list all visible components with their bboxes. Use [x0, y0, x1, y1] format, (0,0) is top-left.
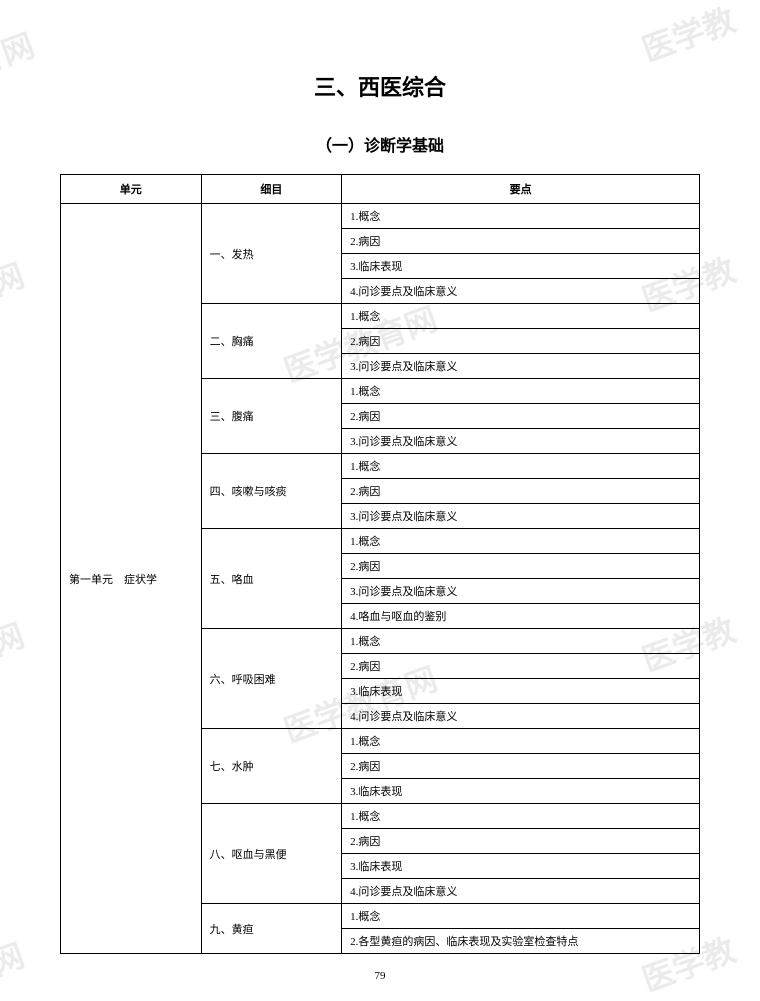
- point-cell: 2.病因: [342, 554, 700, 579]
- point-cell: 2.病因: [342, 479, 700, 504]
- point-cell: 3.问诊要点及临床意义: [342, 579, 700, 604]
- table-body: 第一单元 症状学一、发热1.概念2.病因3.临床表现4.问诊要点及临床意义二、胸…: [61, 204, 700, 954]
- point-cell: 3.临床表现: [342, 679, 700, 704]
- sub-cell: 七、水肿: [201, 729, 342, 804]
- document-page: 三、西医综合 （一）诊断学基础 单元 细目 要点 第一单元 症状学一、发热1.概…: [0, 0, 760, 984]
- sub-cell: 五、咯血: [201, 529, 342, 629]
- point-cell: 3.问诊要点及临床意义: [342, 504, 700, 529]
- sub-cell: 八、呕血与黑便: [201, 804, 342, 904]
- point-cell: 1.概念: [342, 529, 700, 554]
- sub-cell: 三、腹痛: [201, 379, 342, 454]
- point-cell: 1.概念: [342, 904, 700, 929]
- point-cell: 2.病因: [342, 754, 700, 779]
- point-cell: 1.概念: [342, 304, 700, 329]
- page-subtitle: （一）诊断学基础: [60, 132, 700, 156]
- point-cell: 4.问诊要点及临床意义: [342, 879, 700, 904]
- point-cell: 2.病因: [342, 229, 700, 254]
- point-cell: 4.问诊要点及临床意义: [342, 279, 700, 304]
- point-cell: 1.概念: [342, 804, 700, 829]
- point-cell: 2.病因: [342, 829, 700, 854]
- point-cell: 3.临床表现: [342, 779, 700, 804]
- point-cell: 1.概念: [342, 629, 700, 654]
- page-title: 三、西医综合: [60, 70, 700, 102]
- table-header-row: 单元 细目 要点: [61, 175, 700, 204]
- point-cell: 1.概念: [342, 729, 700, 754]
- point-cell: 2.病因: [342, 654, 700, 679]
- sub-cell: 一、发热: [201, 204, 342, 304]
- point-cell: 4.问诊要点及临床意义: [342, 704, 700, 729]
- sub-cell: 六、呼吸困难: [201, 629, 342, 729]
- header-sub: 细目: [201, 175, 342, 204]
- table-row: 第一单元 症状学一、发热1.概念: [61, 204, 700, 229]
- point-cell: 3.临床表现: [342, 254, 700, 279]
- unit-cell: 第一单元 症状学: [61, 204, 202, 954]
- point-cell: 1.概念: [342, 379, 700, 404]
- sub-cell: 九、黄疸: [201, 904, 342, 954]
- point-cell: 3.问诊要点及临床意义: [342, 354, 700, 379]
- header-unit: 单元: [61, 175, 202, 204]
- point-cell: 2.病因: [342, 329, 700, 354]
- header-point: 要点: [342, 175, 700, 204]
- point-cell: 3.问诊要点及临床意义: [342, 429, 700, 454]
- sub-cell: 四、咳嗽与咳痰: [201, 454, 342, 529]
- point-cell: 1.概念: [342, 204, 700, 229]
- point-cell: 4.咯血与呕血的鉴别: [342, 604, 700, 629]
- point-cell: 1.概念: [342, 454, 700, 479]
- syllabus-table: 单元 细目 要点 第一单元 症状学一、发热1.概念2.病因3.临床表现4.问诊要…: [60, 174, 700, 954]
- sub-cell: 二、胸痛: [201, 304, 342, 379]
- point-cell: 3.临床表现: [342, 854, 700, 879]
- point-cell: 2.病因: [342, 404, 700, 429]
- point-cell: 2.各型黄疸的病因、临床表现及实验室检查特点: [342, 929, 700, 954]
